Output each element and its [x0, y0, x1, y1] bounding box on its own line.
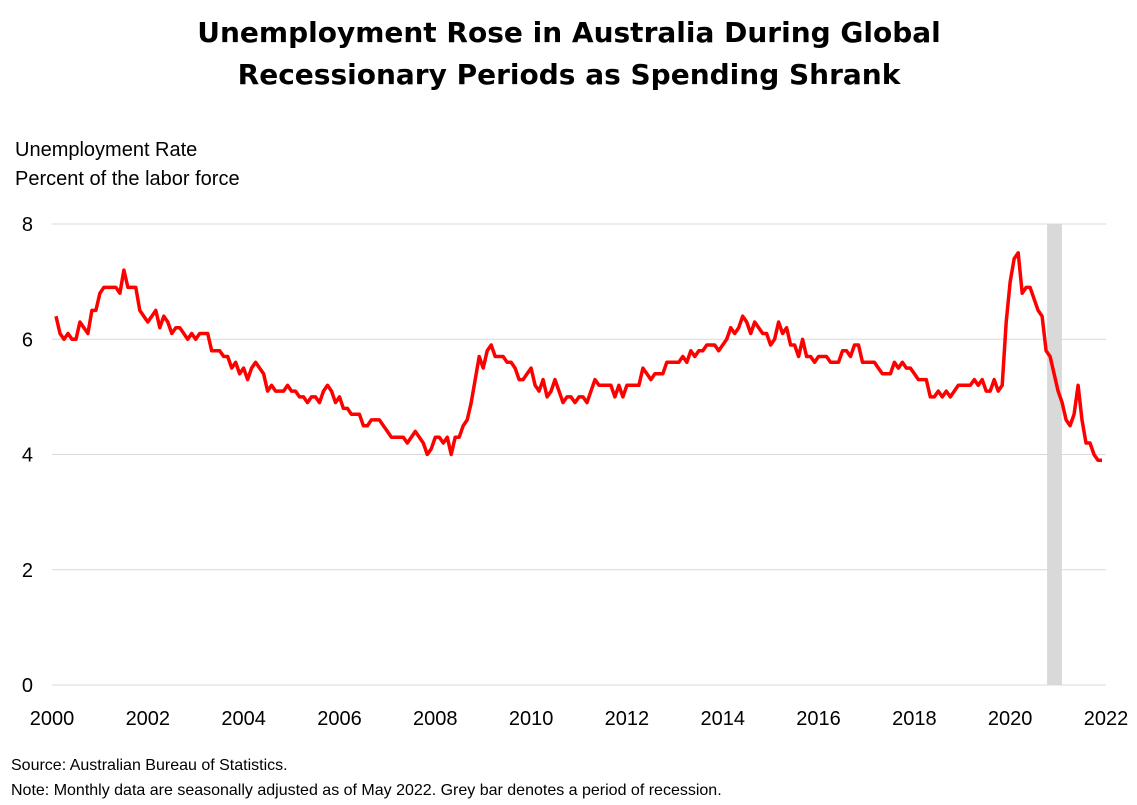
y-axis-label-line-1: Unemployment Rate	[15, 139, 197, 161]
recession-band	[1047, 224, 1062, 685]
source-note: Source: Australian Bureau of Statistics.	[11, 757, 288, 774]
gridlines	[52, 223, 1106, 686]
x-tick-label: 2002	[126, 708, 171, 730]
x-tick-label: 2008	[413, 708, 458, 730]
x-tick-label: 2012	[605, 708, 650, 730]
x-tick-label: 2020	[988, 708, 1033, 730]
x-tick-label: 2018	[892, 708, 937, 730]
recession-band-layer	[1047, 224, 1062, 685]
y-tick-label: 4	[22, 445, 33, 467]
x-tick-label: 2016	[796, 708, 841, 730]
x-tick-labels: 2000 2002 2004 2006 2008 2010 2012 2014 2016 2018…	[30, 708, 1129, 730]
series-line-unemployment-rate	[54, 251, 1102, 463]
series-layer	[54, 251, 1102, 463]
x-tick-label: 2000	[30, 708, 75, 730]
x-tick-label: 2006	[317, 708, 362, 730]
x-tick-label: 2022	[1084, 708, 1129, 730]
y-axis-label-line-2: Percent of the labor force	[15, 168, 240, 190]
chart-title-line-1: Unemployment Rose in Australia During Gl…	[197, 16, 941, 49]
y-tick-label: 0	[22, 675, 33, 697]
y-tick-label: 2	[22, 560, 33, 582]
footnote: Note: Monthly data are seasonally adjust…	[11, 782, 722, 799]
y-tick-label: 6	[22, 329, 33, 351]
y-tick-labels: 0 2 4 6 8	[22, 214, 33, 697]
x-tick-label: 2014	[700, 708, 745, 730]
y-tick-label: 8	[22, 214, 33, 236]
x-tick-label: 2004	[221, 708, 266, 730]
x-tick-label: 2010	[509, 708, 554, 730]
chart-title-line-2: Recessionary Periods as Spending Shrank	[238, 58, 902, 91]
